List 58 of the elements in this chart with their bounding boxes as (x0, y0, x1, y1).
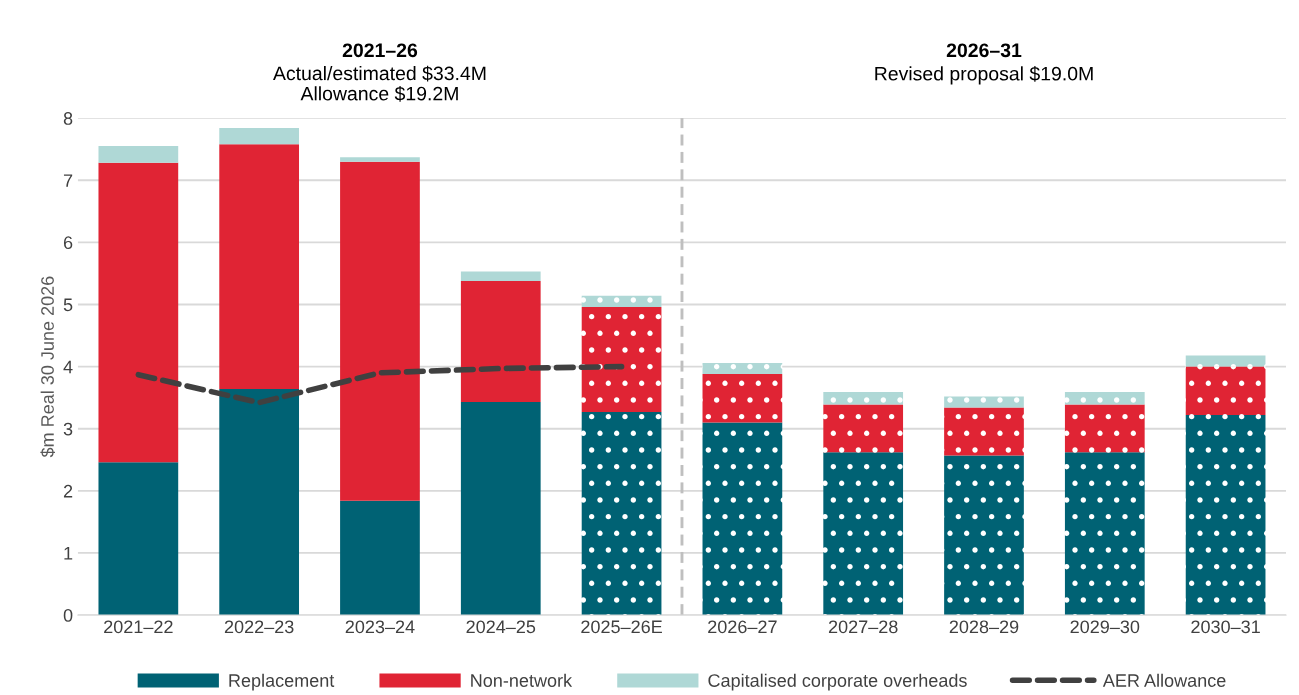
bar (581, 306, 662, 412)
bar (1185, 366, 1266, 416)
bar (702, 374, 783, 423)
bar (219, 128, 300, 145)
x-tick-label: 2025–26E (581, 620, 662, 634)
y-tick-label: 0 (63, 609, 73, 622)
x-tick-label: 2021–22 (104, 620, 173, 634)
x-tick-label: 2026–27 (708, 620, 777, 634)
bar (98, 146, 179, 163)
bar (944, 396, 1024, 408)
bar (1185, 415, 1266, 616)
x-tick-label: 2022–23 (224, 620, 294, 634)
y-tick-label: 5 (63, 298, 73, 312)
bar (460, 280, 541, 403)
y-axis-title: $m Real 30 June 2026 (40, 276, 55, 458)
bar (340, 157, 420, 162)
bar (1064, 404, 1145, 453)
y-tick-label: 3 (63, 422, 73, 436)
bar (581, 411, 662, 616)
bar (702, 362, 783, 375)
bar (460, 271, 541, 281)
bar (823, 392, 904, 405)
bar (1064, 392, 1145, 405)
bar (460, 402, 541, 616)
y-tick-label: 2 (63, 484, 73, 498)
x-tick-label: 2023–24 (345, 620, 415, 634)
legend-label: Replacement (229, 673, 335, 691)
bar (219, 388, 300, 616)
bar (1064, 452, 1145, 616)
x-tick-label: 2029–30 (1070, 620, 1140, 634)
bar (823, 452, 904, 616)
bar (1185, 355, 1266, 367)
y-tick-label: 7 (63, 174, 73, 187)
bar (823, 404, 904, 453)
legend-label: Capitalised corporate overheads (708, 673, 967, 691)
bar (581, 295, 662, 307)
bar (219, 144, 300, 389)
text: Actual/estimated $33.4M Allowance $19.2M (273, 65, 486, 102)
x-tick-label: 2030–31 (1191, 620, 1260, 634)
y-tick-label: 8 (63, 112, 73, 125)
legend-label: AER Allowance (1102, 673, 1226, 687)
text: 2026–31 (946, 43, 1022, 58)
legend-label: Non-network (471, 673, 573, 687)
bar (98, 162, 179, 463)
bar (340, 500, 420, 616)
bar (944, 407, 1024, 456)
bar (702, 422, 783, 616)
text: 2021–26 (342, 43, 418, 58)
y-tick-label: 1 (64, 547, 73, 560)
bar (340, 161, 420, 501)
x-tick-label: 2028–29 (949, 620, 1019, 634)
y-tick-label: 6 (63, 236, 73, 250)
x-tick-label: 2024–25 (466, 620, 536, 634)
x-tick-label: 2027–28 (828, 620, 898, 634)
bar (98, 462, 179, 616)
text: Revised proposal $19.0M (875, 65, 1093, 85)
bar (944, 455, 1024, 616)
y-tick-label: 4 (63, 360, 73, 374)
